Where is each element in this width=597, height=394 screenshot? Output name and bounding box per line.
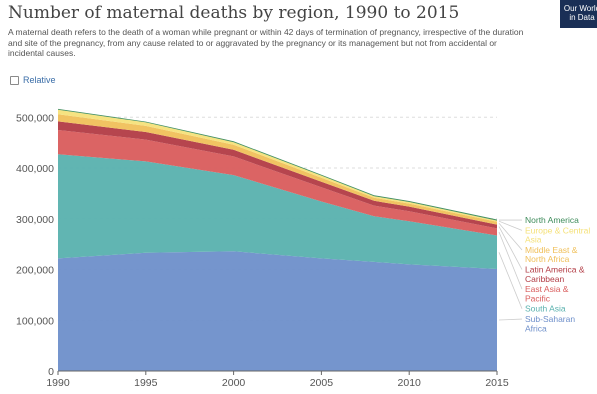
y-tick-label: 0 <box>48 366 54 378</box>
area-sub-saharan-africa[interactable] <box>58 251 497 371</box>
x-tick-label: 2015 <box>485 377 509 389</box>
logo-line-2: in Data <box>569 13 595 22</box>
series-label-east-asia-and-pacific: East Asia & Pacific <box>525 284 569 303</box>
series-label-south-asia: South Asia <box>525 304 566 314</box>
chart-title: Number of maternal deaths by region, 199… <box>8 3 460 23</box>
series-label-leader <box>498 252 523 309</box>
x-tick-label: 1990 <box>46 377 70 389</box>
area-latin-america-and-caribbean[interactable] <box>58 121 497 229</box>
series-label-sub-saharan-africa: Sub-Saharan Africa <box>525 314 575 333</box>
y-tick-label: 400,000 <box>16 163 54 175</box>
relative-checkbox[interactable] <box>10 75 19 85</box>
area-series-layer[interactable] <box>58 108 497 371</box>
x-tick-label: 2000 <box>222 377 246 389</box>
series-label-north-america: North America <box>525 215 579 225</box>
series-label-europe-and-central-asia: Europe & Central Asia <box>525 225 590 244</box>
y-tick-label: 500,000 <box>16 112 54 124</box>
x-tick-label: 2005 <box>310 377 334 389</box>
relative-toggle[interactable]: Relative <box>10 75 56 85</box>
logo-line-1: Our World <box>563 4 597 13</box>
series-label-leader <box>498 222 523 251</box>
series-label-leader <box>498 226 523 270</box>
series-label-leader <box>498 318 523 321</box>
series-label-leader <box>498 220 523 231</box>
y-tick-label: 300,000 <box>16 214 54 226</box>
relative-toggle-label: Relative <box>23 75 56 85</box>
x-tick-label: 1995 <box>134 377 158 389</box>
axes: 0 100,000 200,000 300,000 400,000 500,000 1990… <box>16 112 509 389</box>
area-east-asia-and-pacific[interactable] <box>58 130 497 236</box>
area-south-asia[interactable] <box>58 154 497 269</box>
series-label-middle-east-and-north-africa: Middle East & North Africa <box>525 245 578 264</box>
y-tick-label: 100,000 <box>16 315 54 327</box>
area-middle-east-and-north-africa[interactable] <box>58 114 497 225</box>
series-label-leader <box>498 231 523 290</box>
x-tick-label: 2010 <box>398 377 422 389</box>
owid-logo[interactable]: Our World in Data <box>560 0 597 28</box>
chart-subtitle: A maternal death refers to the death of … <box>8 27 524 58</box>
y-tick-label: 200,000 <box>16 265 54 277</box>
series-label-latin-america-and-caribbean: Latin America & Caribbean <box>525 265 585 284</box>
